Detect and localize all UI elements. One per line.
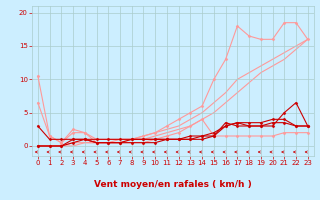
X-axis label: Vent moyen/en rafales ( km/h ): Vent moyen/en rafales ( km/h ) [94,180,252,189]
